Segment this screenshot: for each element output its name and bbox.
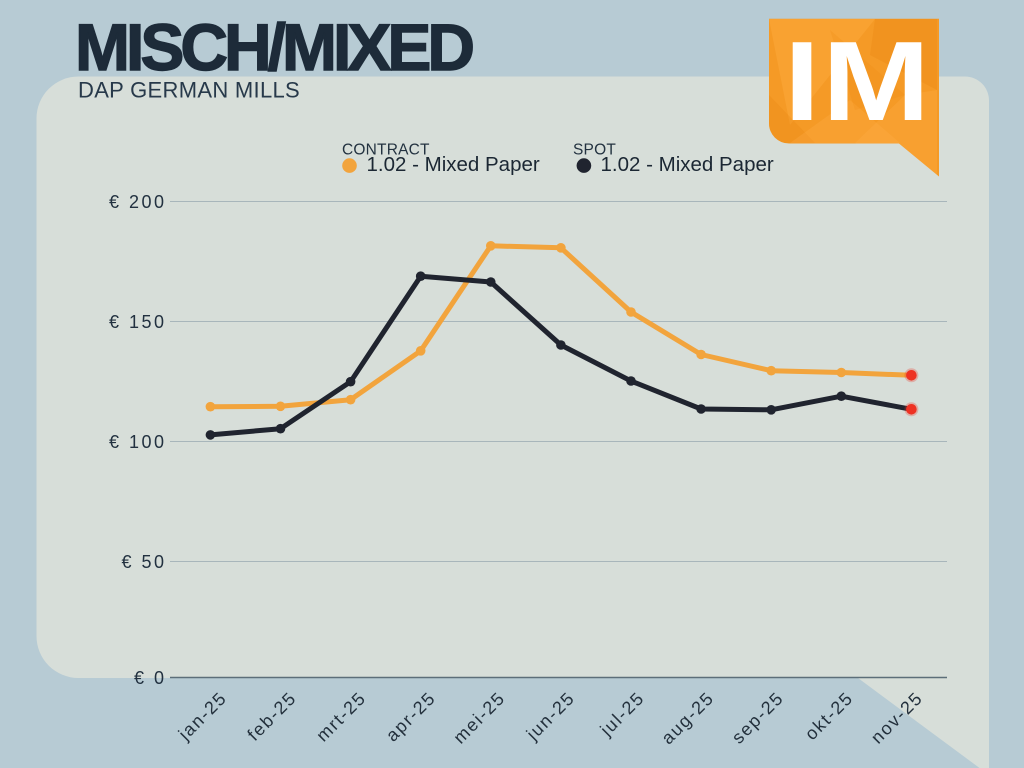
svg-text:€ 50: € 50: [121, 552, 166, 572]
svg-text:SPOT: SPOT: [573, 142, 616, 159]
svg-text:IM: IM: [784, 18, 932, 145]
svg-text:€ 100: € 100: [109, 432, 167, 452]
svg-text:MISCH/MIXED: MISCH/MIXED: [75, 10, 472, 84]
svg-text:€ 150: € 150: [109, 312, 167, 332]
svg-text:1.02 - Mixed Paper: 1.02 - Mixed Paper: [367, 153, 540, 176]
svg-text:CONTRACT: CONTRACT: [342, 142, 430, 159]
svg-text:1.02 - Mixed Paper: 1.02 - Mixed Paper: [601, 153, 774, 176]
svg-text:€ 0: € 0: [134, 668, 167, 688]
svg-text:DAP GERMAN MILLS: DAP GERMAN MILLS: [78, 78, 300, 103]
svg-text:€ 200: € 200: [109, 192, 167, 212]
